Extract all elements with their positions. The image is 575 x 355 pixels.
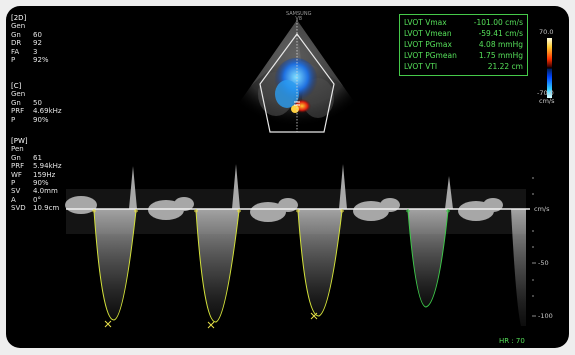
measurement-row: LVOT Vmean -59.41 cm/s xyxy=(404,29,523,38)
settings-row: A 0° xyxy=(11,195,41,204)
caliper-markers xyxy=(92,209,344,329)
settings-row: SVD 10.9cm xyxy=(11,204,60,213)
settings-color-header: [C] xyxy=(11,82,22,90)
color-scale-bar xyxy=(547,38,552,98)
color-scale-bottom: -70.0 xyxy=(537,89,554,97)
settings-row: P 92% xyxy=(11,56,49,65)
vti-trace-active xyxy=(407,210,449,308)
settings-2d-header: [2D] xyxy=(11,14,27,22)
ultrasound-image xyxy=(65,20,536,329)
settings-pw: [PW] Pen Gn 61 PRF 5.94kHz WF 159Hz P 90% SV… xyxy=(11,137,62,213)
settings-row: PRF 5.94kHz xyxy=(11,162,62,171)
settings-row: Gn 50 xyxy=(11,98,42,107)
measurement-panel: LVOT Vmax -101.00 cm/s LVOT Vmean -59.41 c… xyxy=(399,14,528,76)
spectral-doppler xyxy=(65,164,536,329)
settings-row: Gn 61 xyxy=(11,153,42,162)
measurement-row: LVOT PGmax 4.08 mmHg xyxy=(404,40,523,49)
settings-2d-preset: Gen xyxy=(11,22,26,31)
settings-row: FA 3 xyxy=(11,47,38,56)
velocity-scale xyxy=(532,177,536,317)
doppler-scale-unit: cm/s xyxy=(534,205,550,213)
settings-pw-header: [PW] xyxy=(11,137,28,145)
doppler-tick-50: -50 xyxy=(538,259,549,267)
settings-row: WF 159Hz xyxy=(11,170,56,179)
brand-logo: SAMSUNG V8 xyxy=(286,12,311,22)
color-scale-top: 70.0 xyxy=(539,28,554,36)
doppler-tick-100: -100 xyxy=(538,312,553,320)
settings-row: P 90% xyxy=(11,179,49,188)
settings-color-preset: Gen xyxy=(11,90,26,99)
settings-row: Gn 60 xyxy=(11,30,42,39)
settings-pw-preset: Pen xyxy=(11,145,24,154)
measurement-row: LVOT PGmean 1.75 mmHg xyxy=(404,51,523,60)
ultrasound-screen: SAMSUNG V8 [2D] Gen Gn 60 DR 92 FA 3 P 92% [… xyxy=(6,6,569,348)
brand-line-2: V8 xyxy=(295,16,303,22)
settings-row: PRF 4.69kHz xyxy=(11,107,62,116)
measurement-row: LVOT Vmax -101.00 cm/s xyxy=(404,18,523,27)
settings-color: [C] Gen Gn 50 PRF 4.69kHz P 90% xyxy=(11,82,62,124)
color-scale-unit: cm/s xyxy=(539,97,555,105)
vti-trace xyxy=(93,210,343,323)
settings-2d: [2D] Gen Gn 60 DR 92 FA 3 P 92% xyxy=(11,14,49,64)
measurement-row: LVOT VTI 21.22 cm xyxy=(404,62,523,71)
heart-rate: HR : 70 xyxy=(499,337,525,345)
settings-row: SV 4.0mm xyxy=(11,187,58,196)
brand-line-1: SAMSUNG xyxy=(286,11,312,17)
settings-row: P 90% xyxy=(11,115,49,124)
settings-row: DR 92 xyxy=(11,39,42,48)
